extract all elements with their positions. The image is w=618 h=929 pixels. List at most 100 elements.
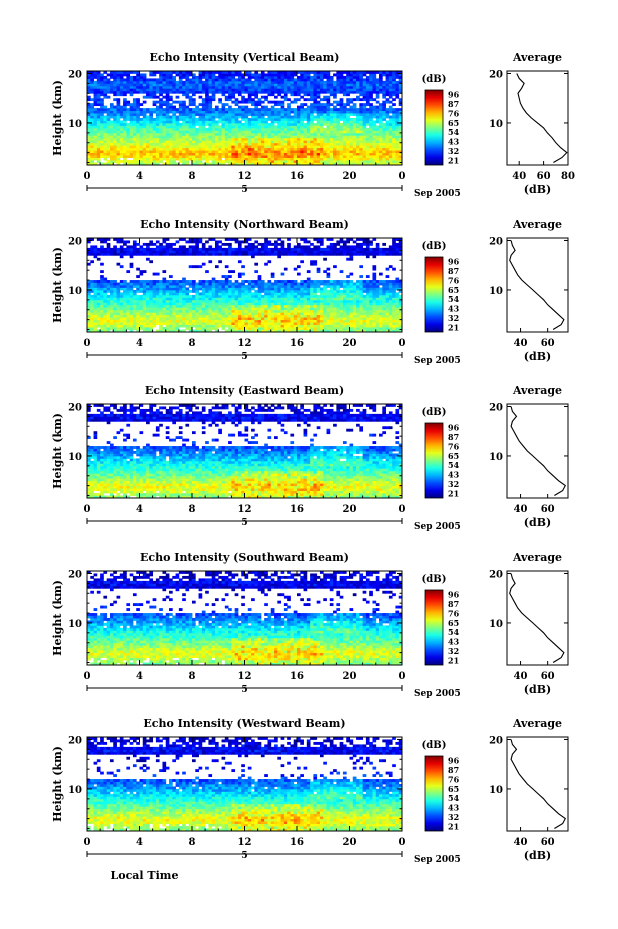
heatmap-cell bbox=[96, 292, 101, 296]
heatmap-cell bbox=[270, 100, 275, 104]
heatmap-cell bbox=[218, 319, 222, 323]
heatmap-cell bbox=[129, 329, 134, 333]
heatmap-cell bbox=[175, 90, 180, 94]
heatmap-cell bbox=[214, 137, 219, 141]
heatmap-cell bbox=[132, 90, 137, 94]
heatmap-cell bbox=[388, 155, 393, 158]
heatmap-cell bbox=[228, 98, 232, 102]
heatmap-cell bbox=[392, 98, 396, 102]
heatmap-cell bbox=[352, 314, 357, 318]
heatmap-cell bbox=[359, 307, 364, 311]
heatmap-cell bbox=[228, 292, 232, 296]
heatmap-cell bbox=[93, 122, 98, 126]
heatmap-cell bbox=[188, 307, 193, 311]
heatmap-cell bbox=[303, 83, 308, 87]
heatmap-cell bbox=[205, 140, 209, 144]
heatmap-cell bbox=[129, 292, 134, 296]
heatmap-cell bbox=[205, 147, 209, 151]
heatmap-cell bbox=[159, 147, 163, 151]
heatmap-cell bbox=[333, 142, 337, 146]
heatmap-cell bbox=[113, 150, 117, 154]
heatmap-cell bbox=[356, 307, 360, 311]
heatmap-cell bbox=[119, 160, 124, 163]
heatmap-cell bbox=[162, 312, 167, 316]
heatmap-cell bbox=[234, 155, 239, 158]
heatmap-cell bbox=[224, 95, 229, 99]
heatmap-cell bbox=[395, 150, 400, 154]
heatmap-cell bbox=[303, 113, 308, 116]
heatmap-cell bbox=[349, 324, 354, 328]
heatmap-cell bbox=[146, 118, 150, 121]
heatmap-cell bbox=[198, 118, 203, 121]
heatmap-cell bbox=[182, 145, 186, 149]
heatmap-cell bbox=[326, 142, 331, 146]
heatmap-cell bbox=[293, 294, 298, 298]
heatmap-cell bbox=[178, 130, 183, 134]
heatmap-cell bbox=[346, 88, 350, 92]
heatmap-cell bbox=[297, 327, 301, 330]
heatmap-cell bbox=[326, 304, 331, 308]
heatmap-cell bbox=[329, 322, 334, 325]
heatmap-cell bbox=[149, 125, 154, 129]
heatmap-cell bbox=[182, 329, 186, 333]
heatmap-cell bbox=[352, 302, 357, 306]
heatmap-cell bbox=[165, 108, 170, 111]
heatmap-cell bbox=[109, 297, 114, 301]
heatmap-cell bbox=[270, 115, 275, 119]
heatmap-cell bbox=[123, 299, 127, 303]
heatmap-cell bbox=[257, 83, 262, 87]
heatmap-cell bbox=[270, 130, 275, 134]
heatmap-cell bbox=[152, 304, 157, 308]
heatmap-cell bbox=[103, 115, 108, 119]
heatmap-cell bbox=[277, 120, 281, 124]
heatmap-cell bbox=[116, 324, 121, 328]
heatmap-cell bbox=[280, 88, 285, 92]
heatmap-cell bbox=[326, 80, 331, 84]
heatmap-cell bbox=[214, 309, 219, 313]
heatmap-cell bbox=[300, 294, 304, 298]
heatmap-cell bbox=[129, 299, 134, 303]
heatmap-cell bbox=[388, 150, 393, 154]
heatmap-cell bbox=[369, 110, 373, 114]
heatmap-cell bbox=[379, 75, 383, 79]
heatmap-cell bbox=[339, 327, 344, 330]
heatmap-cell bbox=[244, 312, 249, 316]
heatmap-cell bbox=[260, 302, 265, 306]
heatmap-cell bbox=[103, 75, 108, 79]
heatmap-cell bbox=[119, 147, 124, 151]
heatmap-cell bbox=[182, 312, 186, 316]
heatmap-cell bbox=[277, 289, 281, 293]
heatmap-cell bbox=[195, 319, 199, 323]
heatmap-cell bbox=[185, 142, 190, 146]
heatmap-cell bbox=[136, 140, 140, 144]
heatmap-cell bbox=[159, 115, 163, 119]
heatmap-cell bbox=[329, 312, 334, 316]
heatmap-cell bbox=[109, 145, 114, 149]
heatmap-cell bbox=[211, 135, 216, 139]
heatmap-cell bbox=[254, 140, 259, 144]
heatmap-cell bbox=[313, 152, 318, 156]
heatmap-cell bbox=[241, 307, 245, 311]
heatmap-cell bbox=[228, 110, 232, 114]
heatmap-cell bbox=[228, 307, 232, 311]
heatmap-cell bbox=[195, 80, 199, 84]
heatmap-cell bbox=[359, 319, 364, 323]
heatmap-cell bbox=[155, 329, 160, 333]
heatmap-cell bbox=[342, 115, 347, 119]
colorbar-tick-label: 65 bbox=[448, 118, 459, 128]
heatmap-cell bbox=[300, 83, 304, 87]
heatmap-cell bbox=[93, 329, 98, 333]
heatmap-cell bbox=[182, 307, 186, 311]
heatmap-cell bbox=[185, 322, 190, 325]
heatmap-cell bbox=[274, 304, 278, 308]
heatmap-cell bbox=[116, 137, 121, 141]
heatmap-cell bbox=[123, 78, 127, 82]
heatmap-cell bbox=[356, 83, 360, 87]
heatmap-cell bbox=[339, 137, 344, 141]
heatmap-cell bbox=[395, 307, 400, 311]
heatmap-cell bbox=[201, 120, 206, 124]
heatmap-cell bbox=[267, 83, 272, 87]
heatmap-cell bbox=[237, 105, 242, 109]
heatmap-cell bbox=[109, 88, 114, 92]
heatmap-cell bbox=[185, 137, 190, 141]
